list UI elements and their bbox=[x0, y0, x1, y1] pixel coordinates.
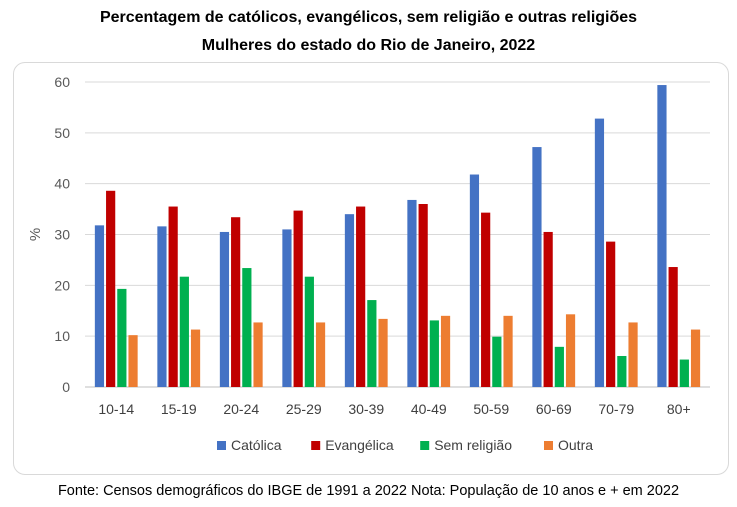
x-tick-label: 80+ bbox=[667, 401, 691, 417]
bar-católica bbox=[469, 174, 480, 387]
bar-evangélica bbox=[356, 206, 366, 387]
y-tick-label: 0 bbox=[62, 379, 70, 395]
bar-católica bbox=[594, 118, 605, 387]
legend-label: Outra bbox=[558, 437, 593, 453]
x-tick-label: 60-69 bbox=[536, 401, 572, 417]
bar-evangélica bbox=[168, 206, 178, 387]
bar-evangélica bbox=[481, 212, 491, 387]
bar-evangélica bbox=[418, 204, 428, 387]
x-tick-label: 50-59 bbox=[473, 401, 509, 417]
bar-sem-religião bbox=[367, 300, 377, 387]
legend-swatch bbox=[311, 441, 321, 450]
legend-swatch bbox=[420, 441, 430, 450]
legend-swatch bbox=[217, 441, 226, 450]
bar-outra bbox=[565, 314, 576, 387]
bar-outra bbox=[503, 315, 513, 387]
y-tick-label: 20 bbox=[54, 277, 70, 293]
legend-label: Católica bbox=[231, 437, 282, 453]
bar-outra bbox=[690, 329, 701, 387]
bar-católica bbox=[407, 199, 417, 387]
bar-sem-religião bbox=[117, 288, 127, 387]
y-axis-label: % bbox=[27, 228, 44, 241]
x-tick-label: 40-49 bbox=[411, 401, 447, 417]
y-tick-label: 40 bbox=[54, 176, 70, 192]
bar-católica bbox=[157, 226, 167, 387]
legend-swatch bbox=[544, 441, 553, 450]
bar-chart: 0 10 20 30 40 50 60% 10-14 15-19 20-24 25-29 30-39 4… bbox=[27, 74, 710, 453]
source-note: Fonte: Censos demográficos do IBGE de 19… bbox=[57, 483, 680, 499]
bar-outra bbox=[315, 322, 326, 387]
legend-label: Sem religião bbox=[434, 437, 512, 453]
x-tick-label: 10-14 bbox=[98, 401, 134, 417]
bar-evangélica bbox=[106, 190, 116, 387]
bar-católica bbox=[657, 85, 667, 388]
chart-frame bbox=[13, 62, 729, 475]
bar-católica bbox=[532, 147, 542, 387]
bar-católica bbox=[219, 231, 230, 387]
x-tick-label: 20-24 bbox=[223, 401, 259, 417]
bar-sem-religião bbox=[242, 268, 252, 387]
y-tick-label: 10 bbox=[54, 328, 70, 344]
bar-outra bbox=[628, 322, 638, 387]
bar-católica bbox=[94, 225, 105, 387]
bar-outra bbox=[378, 318, 388, 387]
x-tick-label: 70-79 bbox=[598, 401, 634, 417]
chart-title: Percentagem de católicos, evangélicos, s… bbox=[99, 9, 638, 26]
y-tick-label: 60 bbox=[54, 74, 70, 90]
chart-subtitle: Mulheres do estado do Rio de Janeiro, 20… bbox=[201, 37, 536, 54]
bar-sem-religião bbox=[179, 276, 189, 387]
bar-outra bbox=[253, 322, 263, 387]
y-tick-label: 50 bbox=[54, 125, 70, 141]
bar-católica bbox=[344, 214, 355, 387]
bar-outra bbox=[128, 335, 138, 387]
bar-evangélica bbox=[543, 231, 553, 387]
bar-sem-religião bbox=[617, 355, 627, 387]
x-tick-label: 25-29 bbox=[286, 401, 322, 417]
bar-sem-religião bbox=[679, 359, 689, 387]
bar-sem-religião bbox=[429, 320, 439, 387]
bar-evangélica bbox=[668, 267, 678, 387]
bar-evangélica bbox=[231, 217, 241, 387]
legend-label: Evangélica bbox=[325, 437, 394, 453]
y-tick-label: 30 bbox=[54, 227, 70, 243]
x-tick-label: 15-19 bbox=[161, 401, 197, 417]
bar-evangélica bbox=[293, 210, 303, 387]
bar-católica bbox=[282, 229, 292, 387]
bar-evangélica bbox=[606, 241, 616, 387]
bar-sem-religião bbox=[304, 276, 314, 387]
x-tick-label: 30-39 bbox=[348, 401, 384, 417]
bar-outra bbox=[440, 315, 451, 387]
bar-outra bbox=[190, 329, 201, 387]
bar-sem-religião bbox=[492, 336, 502, 387]
bar-sem-religião bbox=[554, 346, 564, 387]
